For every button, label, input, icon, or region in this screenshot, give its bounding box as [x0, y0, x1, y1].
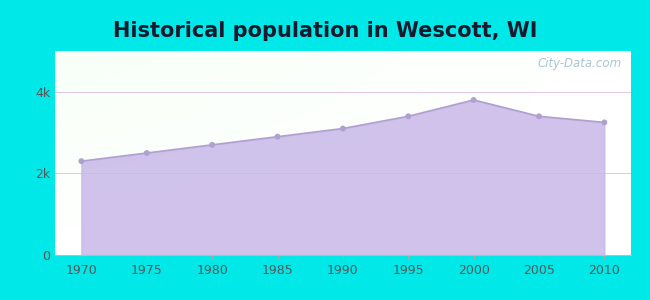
Point [534, 114, 544, 119]
Text: City-Data.com: City-Data.com [538, 57, 622, 70]
Point [272, 134, 283, 139]
Point [207, 142, 217, 147]
Point [338, 126, 348, 131]
Point [76, 159, 86, 164]
Point [599, 120, 610, 125]
Point [403, 114, 413, 119]
Point [142, 151, 152, 155]
Text: Historical population in Wescott, WI: Historical population in Wescott, WI [113, 21, 537, 41]
Point [469, 98, 479, 102]
